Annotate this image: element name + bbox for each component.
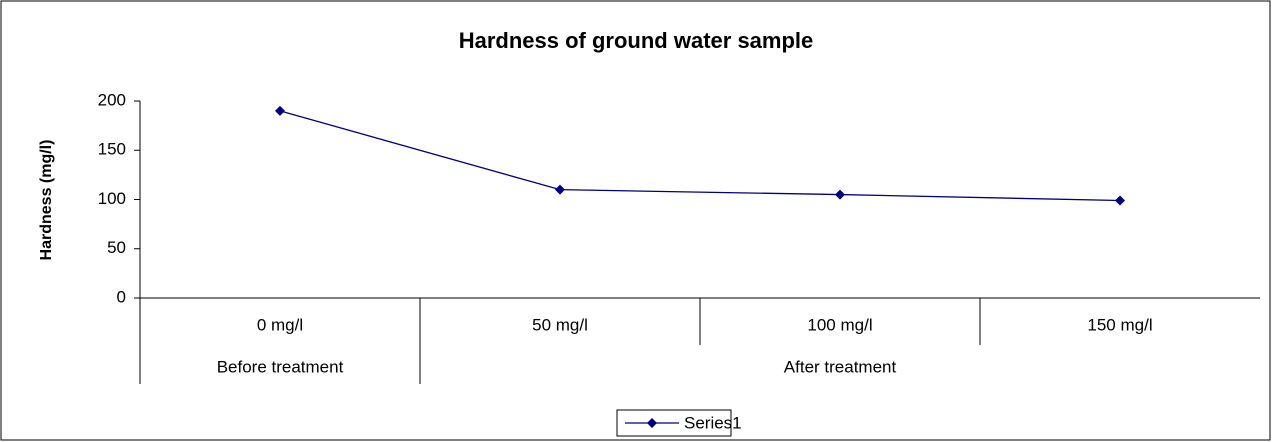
chart-title: Hardness of ground water sample — [459, 28, 814, 53]
data-point — [835, 189, 845, 200]
legend-marker — [647, 418, 657, 428]
y-tick-label: 50 — [107, 238, 126, 257]
group-label: Before treatment — [217, 357, 344, 376]
group-label: After treatment — [784, 357, 897, 376]
data-point — [275, 105, 285, 116]
data-line — [279, 110, 1121, 202]
data-point — [555, 184, 565, 195]
x-tick-label: 0 mg/l — [257, 315, 303, 334]
data-point — [1115, 195, 1125, 206]
x-tick-label: 50 mg/l — [532, 315, 588, 334]
y-tick-label: 0 — [117, 287, 126, 306]
y-tick-label: 150 — [98, 140, 126, 159]
x-tick-label: 100 mg/l — [807, 315, 872, 334]
y-tick-label: 200 — [98, 90, 126, 109]
y-tick-label: 100 — [98, 189, 126, 208]
y-axis-label: Hardness (mg/l) — [38, 140, 55, 261]
x-tick-label: 150 mg/l — [1087, 315, 1152, 334]
legend-label: Series1 — [684, 413, 742, 432]
